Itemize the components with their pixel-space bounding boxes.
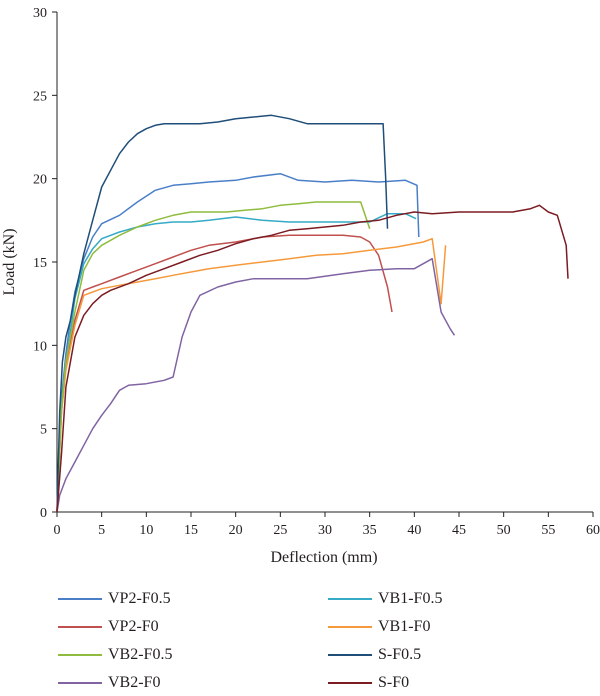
legend-item: VP2-F0 [58,614,159,640]
x-tick-label: 50 [497,523,511,538]
x-tick-label: 0 [54,523,61,538]
x-tick-label: 40 [407,523,421,538]
legend-label: S-F0 [378,674,410,691]
legend-label: VP2-F0 [108,618,159,635]
series-line-vb2-f0-5 [56,201,371,513]
x-tick-label: 10 [139,523,153,538]
legend-swatch [58,598,102,600]
legend-label: S-F0.5 [378,646,422,663]
x-axis-title: Deflection (mm) [270,549,377,566]
series-line-vb1-f0 [56,237,447,513]
series-line-vb2-f0 [56,257,456,513]
line-chart: 0 5 10 15 20 25 30 0 5 10 15 20 25 30 35 40 45 50 55 60 Loa… [1,6,600,566]
legend-swatch [58,626,102,628]
legend-swatch [328,626,372,628]
y-tick-label: 20 [33,173,47,188]
series-line-s-f0 [56,204,569,513]
legend-swatch [328,598,372,600]
x-tick-label: 35 [363,523,377,538]
x-tick-label: 25 [273,523,287,538]
legend-label: VB1-F0 [378,618,431,635]
legend-label: VB2-F0 [108,674,161,691]
y-tick-label: 15 [33,256,47,271]
legend-label: VB1-F0.5 [378,590,443,607]
y-tick-label: 5 [40,423,47,438]
legend-label: VB2-F0.5 [108,646,173,663]
legend-item: VB1-F0.5 [328,586,442,612]
legend-swatch [328,682,372,684]
x-tick-label: 30 [318,523,332,538]
legend-item: VP2-F0.5 [58,586,171,612]
legend-item: VB2-F0.5 [58,642,172,668]
series-line-vp2-f0 [56,234,393,513]
y-tick-label: 0 [40,506,47,521]
x-tick-label: 5 [98,523,105,538]
legend-swatch [58,682,102,684]
x-tick-label: 60 [586,523,600,538]
x-tick-label: 15 [184,523,198,538]
y-axis-title: Load (kN) [1,228,18,295]
x-tick-label: 20 [229,523,243,538]
legend-item: VB2-F0 [58,670,160,696]
y-tick-label: 30 [33,6,47,21]
y-tick-label: 10 [33,339,47,354]
axes: 0 5 10 15 20 25 30 0 5 10 15 20 25 30 35 40 45 50 55 60 [33,6,600,538]
legend-swatch [58,654,102,656]
series-layer [56,114,569,513]
legend-item: S-F0.5 [328,642,421,668]
legend: VP2-F0.5 VB1-F0.5 VP2-F0 VB1-F0 VB2-F0.5 S-F0… [0,580,600,696]
legend-item: VB1-F0 [328,614,430,640]
series-line-vp2-f0-5 [56,172,420,513]
series-line-s-f0-5 [56,114,389,513]
y-tick-label: 25 [33,89,47,104]
legend-item: S-F0 [328,670,409,696]
legend-label: VP2-F0.5 [108,590,171,607]
series-line-vb1-f0-5 [56,212,417,513]
x-tick-label: 45 [452,523,466,538]
legend-swatch [328,654,372,656]
x-tick-label: 55 [541,523,555,538]
